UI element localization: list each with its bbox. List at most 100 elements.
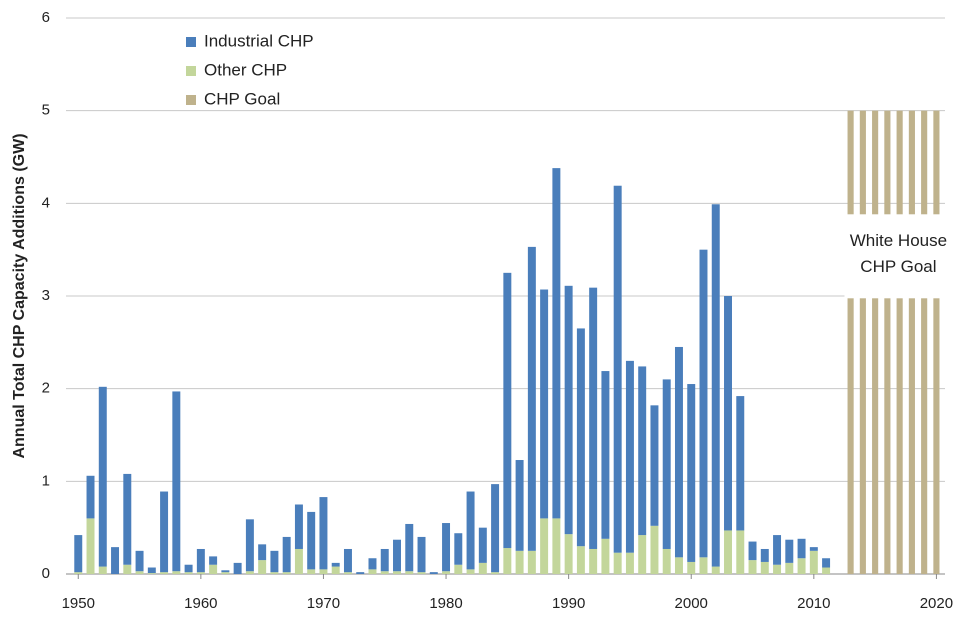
bar	[258, 544, 267, 561]
bar	[478, 527, 487, 563]
bar	[466, 491, 475, 570]
bar	[748, 560, 757, 574]
bar	[380, 571, 389, 574]
bar	[270, 550, 279, 573]
x-tick-label: 1970	[307, 595, 340, 612]
bar	[405, 571, 414, 574]
bar	[576, 328, 585, 547]
bar	[393, 539, 401, 572]
bar	[515, 460, 524, 551]
bar	[589, 548, 598, 574]
bar	[196, 548, 205, 573]
x-tick-label: 2020	[920, 595, 953, 612]
bar	[209, 564, 218, 574]
bar	[245, 519, 254, 572]
y-tick-label: 6	[42, 9, 50, 26]
bar	[552, 518, 561, 574]
bar	[294, 548, 303, 574]
bar	[662, 379, 671, 549]
bar	[147, 573, 156, 574]
bar	[711, 204, 720, 567]
bar	[343, 548, 352, 573]
y-axis-label: Annual Total CHP Capacity Additions (GW)	[11, 133, 28, 458]
bar	[135, 550, 144, 572]
bar	[368, 558, 377, 570]
bar	[576, 546, 585, 574]
bar	[111, 547, 120, 574]
bar	[674, 557, 683, 574]
y-tick-label: 3	[42, 287, 50, 304]
annotation: CHP Goal	[860, 257, 936, 276]
bar	[282, 536, 291, 573]
bar	[123, 564, 132, 574]
bar	[589, 287, 598, 549]
legend-label: Industrial CHP	[204, 31, 314, 50]
legend-swatch	[186, 37, 196, 47]
legend-label: CHP Goal	[204, 89, 280, 108]
annotation-background	[844, 214, 945, 299]
bar	[307, 569, 316, 574]
bar	[417, 536, 426, 573]
bar	[74, 572, 83, 574]
bar	[454, 564, 463, 574]
y-tick-label: 0	[42, 565, 50, 582]
bar	[872, 110, 879, 575]
bar	[184, 572, 193, 574]
bar	[160, 491, 169, 573]
bar	[809, 547, 818, 551]
legend-swatch	[186, 66, 196, 76]
x-tick-label: 1960	[184, 595, 217, 612]
legend-label: Other CHP	[204, 60, 287, 79]
bar	[540, 518, 549, 574]
bar	[760, 548, 769, 562]
bar	[442, 571, 451, 574]
bar	[884, 110, 891, 575]
y-tick-label: 1	[42, 472, 50, 489]
bar	[699, 557, 708, 574]
bar	[74, 535, 83, 573]
bar	[859, 110, 866, 575]
bar	[625, 552, 634, 574]
bar	[933, 110, 940, 575]
bar	[343, 572, 352, 574]
bar	[466, 569, 475, 574]
x-tick-label: 2000	[675, 595, 708, 612]
y-tick-label: 2	[42, 380, 50, 397]
bar	[773, 535, 782, 565]
bar	[847, 110, 854, 575]
bar	[601, 371, 610, 539]
bar	[331, 562, 340, 567]
bar	[86, 475, 95, 519]
bar	[294, 504, 303, 549]
bar	[282, 572, 291, 574]
bar	[368, 569, 377, 574]
legend-swatch	[186, 95, 196, 105]
x-tick-label: 2010	[797, 595, 830, 612]
bar	[896, 110, 903, 575]
bar	[908, 110, 915, 575]
bar	[822, 558, 831, 568]
y-tick-label: 5	[42, 102, 50, 119]
bar	[650, 525, 659, 574]
bar	[209, 556, 218, 565]
bar	[650, 405, 659, 526]
bar	[98, 566, 107, 574]
bar	[380, 548, 389, 572]
bar	[724, 296, 732, 531]
bar	[123, 473, 132, 565]
bar	[699, 249, 708, 558]
bar	[429, 572, 438, 574]
bar	[613, 185, 622, 553]
bar	[527, 246, 536, 551]
bar	[564, 285, 573, 535]
x-tick-label: 1990	[552, 595, 585, 612]
x-tick-label: 1950	[62, 595, 95, 612]
bar	[748, 541, 757, 561]
bar	[773, 564, 782, 574]
bar	[736, 530, 745, 574]
bar	[233, 562, 242, 574]
bar	[258, 560, 267, 574]
x-tick-label: 1980	[429, 595, 462, 612]
